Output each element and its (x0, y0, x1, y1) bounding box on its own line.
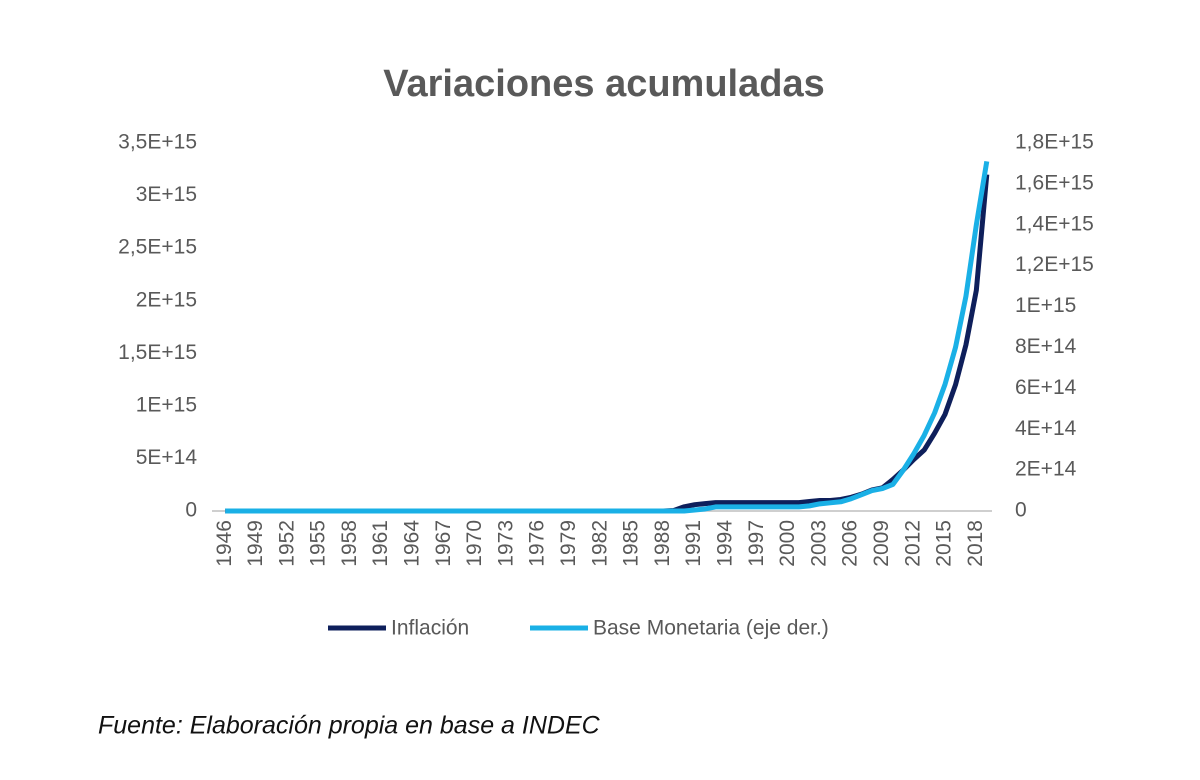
data-line (225, 174, 990, 514)
x-tick-label: 1976 (526, 520, 549, 567)
x-tick-label: 1988 (651, 520, 674, 567)
chart-title: Variaciones acumuladas (383, 63, 824, 105)
y2-tick-label: 6E+14 (1015, 376, 1077, 399)
x-tick-label: 1946 (213, 520, 236, 567)
x-tick-label: 1979 (557, 520, 580, 567)
legend-label: Inflación (391, 617, 469, 640)
y-tick-label: 5E+14 (136, 446, 198, 469)
y2-tick-label: 1,8E+15 (1015, 131, 1094, 154)
y2-tick-label: 2E+14 (1015, 458, 1077, 481)
y2-tick-label: 1,4E+15 (1015, 212, 1094, 235)
x-tick-label: 1970 (463, 520, 486, 567)
legend-label: Base Monetaria (eje der.) (593, 617, 829, 640)
y2-tick-label: 0 (1015, 499, 1027, 522)
y-tick-label: 3E+15 (136, 183, 197, 206)
y2-tick-label: 1,2E+15 (1015, 253, 1094, 276)
y2-tick-label: 1,6E+15 (1015, 171, 1094, 194)
x-tick-label: 2018 (964, 520, 987, 567)
x-tick-label: 2009 (870, 520, 893, 567)
x-tick-label: 1973 (494, 520, 517, 567)
x-tick-label: 1994 (714, 520, 737, 567)
x-tick-label: 1955 (307, 520, 330, 567)
y2-tick-label: 4E+14 (1015, 417, 1077, 440)
x-tick-label: 1958 (338, 520, 361, 567)
y-tick-label: 2,5E+15 (118, 236, 197, 259)
data-line (225, 160, 990, 514)
x-tick-label: 2000 (776, 520, 799, 567)
x-tick-label: 2015 (933, 520, 956, 567)
y-tick-label: 0 (185, 499, 197, 522)
x-tick-label: 1952 (275, 520, 298, 567)
x-tick-label: 1961 (369, 520, 392, 567)
x-tick-label: 1964 (401, 520, 424, 567)
x-tick-label: 1982 (588, 520, 611, 567)
y-tick-label: 2E+15 (136, 288, 197, 311)
x-tick-label: 2006 (839, 520, 862, 567)
x-tick-label: 1997 (745, 520, 768, 567)
x-tick-label: 1985 (620, 520, 643, 567)
x-tick-label: 1967 (432, 520, 455, 567)
y2-tick-label: 8E+14 (1015, 335, 1077, 358)
y-tick-label: 1E+15 (136, 393, 197, 416)
x-tick-label: 1949 (244, 520, 267, 567)
y-tick-label: 3,5E+15 (118, 131, 197, 154)
y-tick-label: 1,5E+15 (118, 341, 197, 364)
x-tick-label: 2012 (901, 520, 924, 567)
x-tick-label: 1991 (682, 520, 705, 567)
y2-tick-label: 1E+15 (1015, 294, 1076, 317)
x-tick-label: 2003 (807, 520, 830, 567)
source-note: Fuente: Elaboración propia en base a IND… (98, 712, 601, 740)
